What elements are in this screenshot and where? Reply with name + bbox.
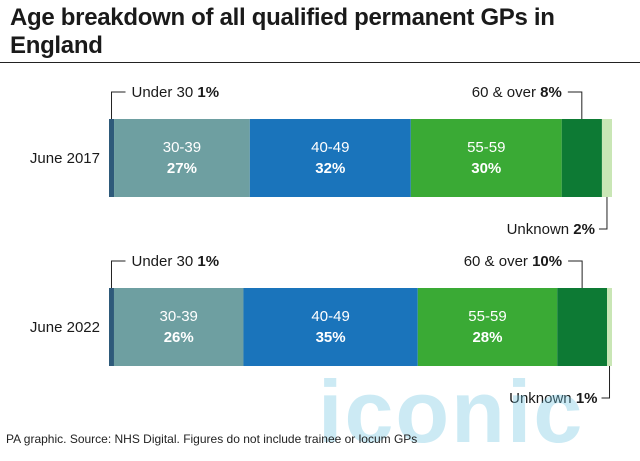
bar-segment-30-39 xyxy=(113,288,244,366)
segment-name-label: 40-49 xyxy=(311,308,349,325)
callout-leader-60-over xyxy=(567,91,583,119)
callout-label-60-over: 60 & over 10% xyxy=(464,253,562,270)
chart-title: Age breakdown of all qualified permanent… xyxy=(10,4,555,59)
callout-leader-60-over xyxy=(568,260,583,288)
bar-segment-55-59 xyxy=(417,288,558,366)
segment-value-label: 32% xyxy=(315,160,345,177)
category-label: June 2022 xyxy=(30,319,100,336)
bar-segment-unknown xyxy=(601,119,612,197)
bar-segment-unknown xyxy=(607,288,612,366)
category-label: June 2017 xyxy=(30,150,100,167)
watermark-logo: iconic xyxy=(318,362,585,461)
source-note: PA graphic. Source: NHS Digital. Figures… xyxy=(6,432,418,446)
callout-label-under-30: Under 30 1% xyxy=(132,84,220,101)
bar-segment-55-59 xyxy=(410,119,562,197)
bar-segment-30-39 xyxy=(114,119,250,197)
segment-value-label: 27% xyxy=(167,160,197,177)
segment-value-label: 26% xyxy=(164,329,194,346)
segment-name-label: 55-59 xyxy=(467,139,505,156)
segment-name-label: 55-59 xyxy=(468,308,506,325)
callout-label-60-over: 60 & over 8% xyxy=(472,84,562,101)
callout-label-under-30: Under 30 1% xyxy=(131,253,219,270)
segment-name-label: 30-39 xyxy=(163,139,201,156)
segment-name-label: 30-39 xyxy=(160,308,198,325)
bar-segment-40-49 xyxy=(243,288,418,366)
bar-segment-under-30 xyxy=(109,288,114,366)
title-divider xyxy=(0,62,640,63)
callout-label-unknown: Unknown 1% xyxy=(509,390,597,407)
bar-segment-60-over xyxy=(561,119,602,197)
callout-leader-unknown xyxy=(598,197,608,230)
bar-segment-under-30 xyxy=(109,119,115,197)
segment-value-label: 28% xyxy=(472,329,502,346)
callout-leader-under-30 xyxy=(111,91,126,119)
callout-label-unknown: Unknown 2% xyxy=(507,221,595,238)
callout-leader-under-30 xyxy=(110,260,126,288)
segment-value-label: 35% xyxy=(316,329,346,346)
segment-value-label: 30% xyxy=(471,160,501,177)
segment-name-label: 40-49 xyxy=(311,139,349,156)
bar-segment-40-49 xyxy=(249,119,411,197)
callout-leader-unknown xyxy=(601,366,611,399)
bar-segment-60-over xyxy=(557,288,608,366)
